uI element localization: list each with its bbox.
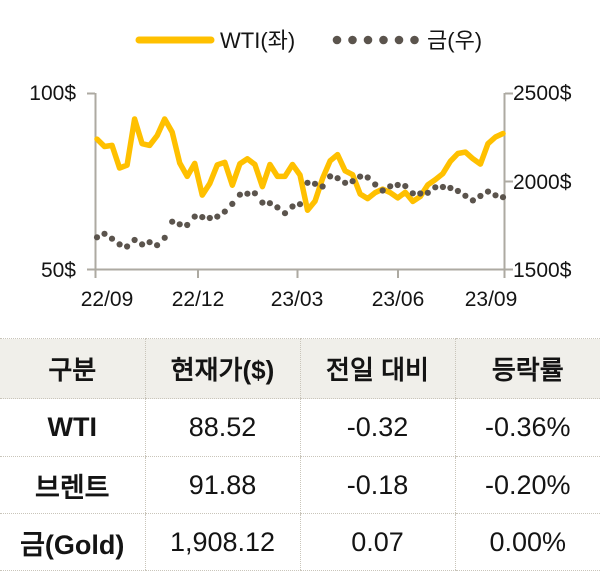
gold-dot	[394, 181, 401, 189]
x-tick-label: 23/03	[271, 288, 324, 311]
col-header-change: 전일 대비	[299, 338, 455, 399]
gold-change: 0.07	[299, 513, 455, 571]
gold-dot	[327, 173, 334, 180]
gold-dot	[447, 184, 454, 192]
gold-price: 1,908.12	[144, 513, 300, 571]
wti-name: WTI	[0, 398, 145, 457]
gold-dot	[221, 208, 228, 215]
gold-dot	[311, 180, 319, 187]
gold-dot	[154, 242, 161, 249]
gold-dot	[139, 241, 146, 248]
gold-legend-label: 금(우)	[427, 28, 482, 53]
gold-dot	[191, 213, 198, 220]
gold-dot	[236, 191, 243, 198]
chart-canvas: WTI(좌) 금(우)	[29, 28, 571, 311]
gold-dot	[499, 194, 507, 201]
gold-dot	[357, 173, 364, 180]
right-axis-mid-label: 2000$	[513, 171, 572, 194]
right-axis-max-label: 2500$	[513, 82, 572, 105]
gold-dot	[432, 184, 439, 191]
gold-dot	[484, 188, 492, 195]
gold-dot	[387, 183, 394, 190]
gold-dot	[477, 192, 484, 200]
table-row-gold: 금(Gold) 1,908.12 0.07 0.00%	[0, 513, 600, 571]
brent-name: 브렌트	[0, 456, 145, 514]
wti-pct-change: -0.36%	[454, 398, 600, 457]
wti-legend-label: WTI(좌)	[220, 28, 295, 53]
gold-dot	[439, 183, 446, 191]
chart-axes	[87, 92, 513, 278]
gold-dot	[93, 234, 101, 241]
gold-dot	[296, 201, 304, 208]
gold-dot	[379, 187, 386, 194]
price-chart: WTI(좌) 금(우)	[29, 28, 571, 311]
x-tick-label: 22/12	[172, 288, 225, 311]
gold-dot	[424, 189, 431, 196]
brent-pct-change: -0.20%	[454, 456, 600, 514]
x-tick-label: 23/06	[372, 288, 425, 311]
gold-dot	[342, 179, 349, 186]
gold-dot	[108, 235, 116, 242]
gold-dot	[417, 190, 424, 197]
gold-legend-dots-icon	[332, 35, 419, 45]
left-axis-max-label: 100$	[29, 82, 76, 105]
gold-dot	[409, 190, 416, 197]
col-header-pct-change: 등락률	[454, 338, 600, 399]
chart-legend: WTI(좌) 금(우)	[135, 28, 482, 53]
gold-dot	[101, 230, 108, 237]
gold-dot	[402, 183, 409, 190]
gold-dot	[199, 214, 206, 221]
gold-dot	[364, 174, 371, 181]
table-row-wti: WTI 88.52 -0.32 -0.36%	[0, 398, 600, 457]
x-tick-label: 22/09	[81, 288, 134, 311]
axis-labels: 100$ 50$ 2500$ 2000$ 1500$ 22/09 22/12 2…	[29, 82, 571, 311]
wti-change: -0.32	[299, 398, 455, 457]
gold-pct-change: 0.00%	[454, 513, 600, 571]
gold-dot	[214, 213, 221, 220]
gold-dot	[244, 190, 251, 197]
gold-dot	[251, 190, 258, 197]
gold-dot	[334, 175, 341, 182]
gold-dot	[116, 241, 123, 248]
table-header-row: 구분 현재가($) 전일 대비 등락률	[0, 338, 600, 399]
wti-line	[94, 116, 506, 213]
brent-price: 91.88	[144, 456, 300, 514]
price-table: 구분 현재가($) 전일 대비 등락률 WTI 88.52 -0.32 -0.3…	[0, 338, 600, 571]
right-axis-min-label: 1500$	[513, 259, 572, 282]
gold-dot	[184, 221, 191, 229]
gold-dot	[372, 181, 379, 188]
brent-change: -0.18	[299, 456, 455, 514]
gold-name: 금(Gold)	[0, 513, 145, 571]
gold-dot	[259, 199, 266, 206]
gold-dot	[304, 179, 311, 186]
gold-dot	[161, 234, 168, 241]
col-header-price: 현재가($)	[144, 338, 300, 399]
gold-dot	[146, 239, 153, 246]
table-row-brent: 브렌트 91.88 -0.18 -0.20%	[0, 456, 600, 514]
gold-dot	[281, 210, 289, 217]
gold-dot	[274, 204, 281, 211]
gold-dot	[169, 218, 176, 225]
gold-dot	[349, 178, 356, 185]
gold-dot	[176, 221, 183, 228]
gold-dot	[266, 200, 273, 207]
x-tick-label: 23/09	[465, 288, 518, 311]
col-header-category: 구분	[0, 338, 145, 399]
gold-dot	[206, 214, 213, 222]
gold-dot	[492, 192, 499, 199]
gold-dot	[469, 197, 476, 204]
gold-dot	[454, 187, 461, 195]
gold-dot	[289, 203, 296, 210]
left-axis-min-label: 50$	[41, 259, 76, 282]
chart-series	[93, 116, 507, 250]
gold-dot	[462, 192, 469, 199]
gold-dot	[124, 243, 131, 250]
gold-dot	[131, 236, 138, 244]
gold-dot	[229, 200, 236, 207]
gold-dot	[319, 183, 326, 190]
wti-price: 88.52	[144, 398, 300, 457]
